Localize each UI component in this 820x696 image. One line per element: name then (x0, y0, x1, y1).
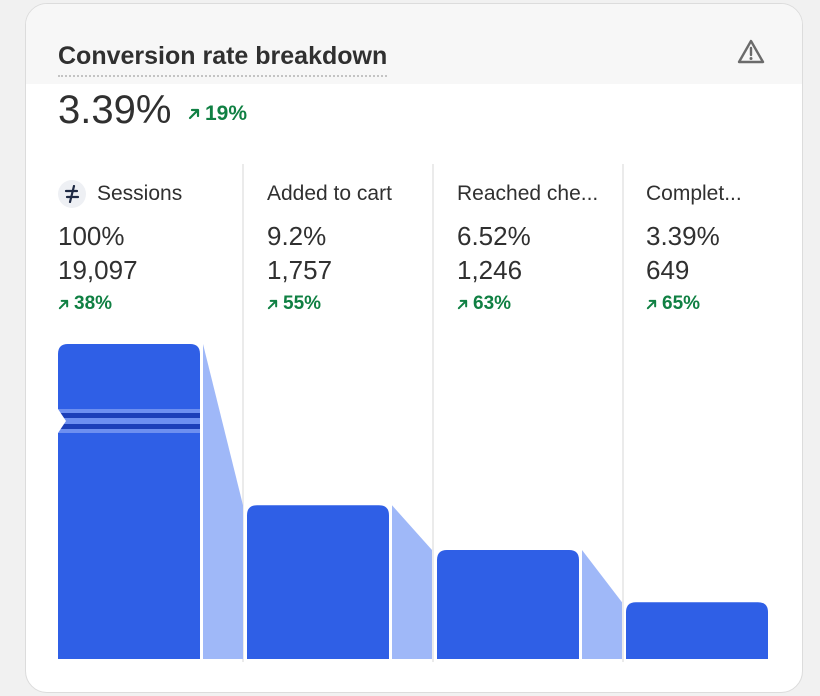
funnel-stage-added-to-cart: Added to cart 9.2% 1,757 55% (267, 179, 437, 315)
stage-change-value: 65% (662, 293, 701, 314)
funnel-connector (203, 344, 243, 659)
funnel-stage-reached-checkout: Reached che... 6.52% 1,246 63% (457, 179, 627, 315)
stage-count: 1,246 (457, 255, 523, 285)
conversion-rate-change: 19% (188, 102, 247, 126)
warning-triangle-icon[interactable] (737, 38, 765, 66)
axis-break-notch (58, 409, 66, 433)
stage-label: Complet... (646, 182, 742, 205)
funnel-stage-sessions: Sessions 100% 19,097 38% (58, 179, 228, 315)
funnel-bar (437, 549, 579, 659)
funnel-connector (582, 549, 622, 659)
stage-change: 55% (267, 293, 321, 315)
stage-change-value: 55% (283, 293, 322, 314)
stage-change: 63% (457, 293, 511, 315)
sessions-icon (58, 180, 86, 208)
stage-percent: 9.2% (267, 221, 327, 251)
arrow-up-right-icon (267, 299, 278, 309)
funnel-connector (392, 505, 432, 659)
card-title[interactable]: Conversion rate breakdown (58, 42, 388, 77)
card-header (26, 4, 802, 84)
stage-percent: 3.39% (646, 221, 720, 251)
arrow-up-right-icon (188, 108, 200, 120)
stage-change: 65% (646, 293, 700, 315)
column-divider (622, 164, 624, 662)
arrow-up-right-icon (457, 299, 468, 309)
funnel-chart (58, 344, 768, 659)
axis-break-band (58, 409, 200, 433)
funnel-bar (58, 344, 200, 659)
stage-count: 19,097 (58, 255, 138, 285)
stage-count: 649 (646, 255, 690, 285)
funnel-bar (626, 602, 768, 659)
stage-label: Added to cart (267, 182, 392, 205)
funnel-bar (247, 505, 389, 659)
axis-break-line (58, 424, 200, 429)
stage-change-value: 63% (473, 293, 512, 314)
conversion-rate-change-value: 19% (205, 102, 248, 125)
stage-percent: 6.52% (457, 221, 531, 251)
stage-label: Reached che... (457, 182, 599, 205)
stage-label: Sessions (97, 182, 183, 205)
arrow-up-right-icon (646, 299, 657, 309)
arrow-up-right-icon (58, 299, 69, 309)
axis-break-line (58, 413, 200, 418)
column-divider (432, 164, 434, 662)
stage-percent: 100% (58, 221, 125, 251)
conversion-rate-value: 3.39% (58, 88, 172, 132)
column-divider (242, 164, 244, 662)
stage-count: 1,757 (267, 255, 333, 285)
stage-change: 38% (58, 293, 112, 315)
funnel-stage-completed: Complet... 3.39% 649 65% (646, 179, 802, 315)
stage-change-value: 38% (74, 293, 113, 314)
conversion-rate-card: Conversion rate breakdown 3.39% 19% Sess… (25, 3, 803, 693)
